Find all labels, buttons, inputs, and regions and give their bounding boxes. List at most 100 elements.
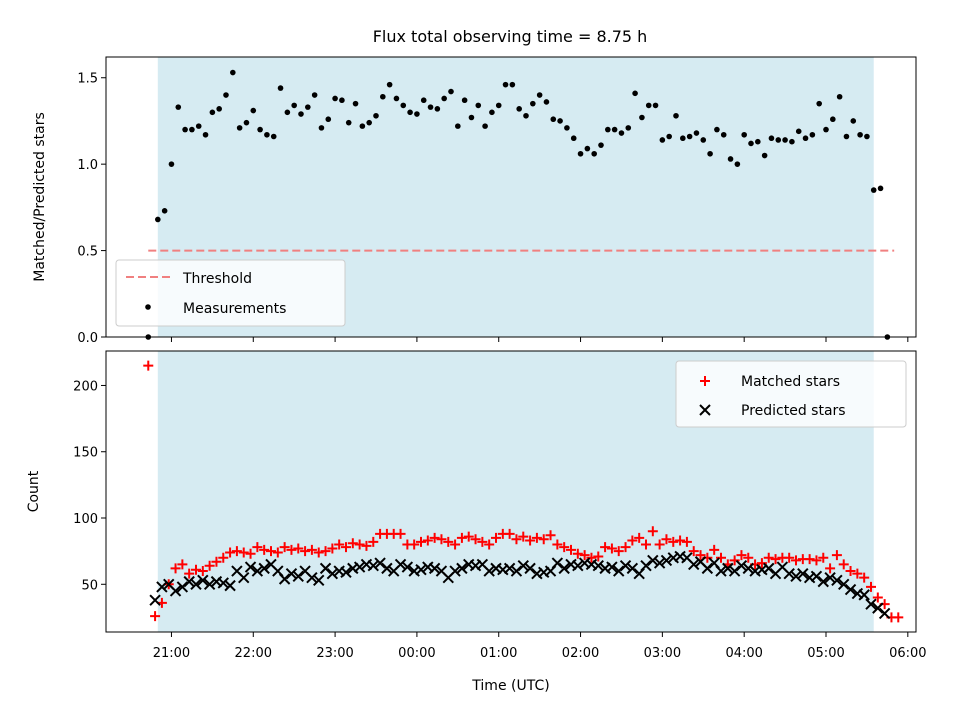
measurement-point: [386, 81, 393, 88]
top-panel: 0.0 0.5 1.0 1.5 Matched/Predicted stars Thres…: [32, 56, 917, 346]
matched-star-point: [368, 536, 379, 547]
predicted-star-point: [653, 557, 666, 569]
measurement-point: [611, 126, 618, 133]
predicted-star-point: [503, 562, 516, 575]
measurement-point: [707, 150, 713, 157]
y-tick-label: 0.5: [77, 245, 98, 260]
matched-star-point: [784, 552, 795, 563]
y-tick-label: 150: [73, 446, 98, 461]
measurement-point: [584, 145, 591, 152]
matched-star-point: [804, 554, 815, 565]
predicted-star-point: [735, 560, 748, 572]
matched-star-point: [211, 556, 222, 567]
predicted-star-point: [217, 577, 229, 589]
measurement-point: [639, 114, 645, 121]
y-axis-label: Matched/Predicted stars: [32, 112, 48, 282]
legend-threshold-label: Threshold: [182, 271, 252, 287]
matched-star-point: [600, 542, 611, 553]
measurement-point: [536, 92, 543, 98]
predicted-star-point: [374, 557, 386, 569]
predicted-star-point: [483, 565, 495, 577]
matched-star-point: [852, 568, 863, 579]
matched-star-point: [872, 592, 883, 603]
measurement-point: [359, 123, 366, 129]
y-tick-label: 1.5: [77, 72, 98, 87]
predicted-star-point: [660, 554, 673, 567]
legend: Matched stars Predicted stars: [675, 360, 907, 428]
matched-star-point: [491, 532, 501, 543]
measurement-point: [414, 111, 420, 117]
measurement-point: [673, 112, 679, 119]
measurement-point: [516, 106, 522, 112]
predicted-star-point: [353, 561, 366, 573]
predicted-star-point: [858, 589, 870, 601]
predicted-star-point: [783, 567, 795, 580]
predicted-star-point: [626, 562, 639, 575]
predicted-star-point: [456, 562, 468, 575]
x-tick-label: 23:00: [316, 646, 353, 661]
matched-star-point: [668, 536, 679, 547]
predicted-star-point: [838, 578, 850, 590]
measurement-point: [645, 102, 652, 109]
x-tick-label: 01:00: [480, 646, 517, 661]
measurement-point: [680, 135, 686, 142]
matched-star-point: [463, 531, 474, 542]
matched-star-point: [218, 552, 229, 563]
matched-star-point: [170, 563, 181, 574]
matched-star-point: [197, 566, 208, 577]
predicted-star-point: [203, 578, 216, 590]
matched-star-point: [409, 539, 420, 550]
predicted-star-point: [640, 560, 652, 572]
predicted-star-point: [313, 574, 325, 587]
matched-star-point: [566, 544, 576, 555]
measurement-point: [734, 161, 741, 167]
matched-star-point: [763, 552, 774, 563]
legend-measurement-swatch: [145, 304, 151, 310]
matched-star-point: [736, 550, 747, 561]
matched-star-point: [511, 534, 522, 545]
measurement-point: [802, 135, 809, 142]
matched-star-point: [191, 564, 201, 575]
measurement-point: [523, 112, 529, 119]
measurement-point: [727, 156, 734, 162]
matched-star-point: [150, 611, 161, 622]
matched-star-point: [681, 536, 692, 547]
matched-star-point: [818, 552, 829, 563]
predicted-star-point: [517, 560, 529, 572]
measurement-point: [823, 126, 829, 133]
matched-star-point: [695, 550, 706, 561]
predicted-star-point: [292, 570, 304, 583]
predicted-star-point: [381, 562, 393, 575]
predicted-star-point: [619, 560, 632, 572]
measurement-point: [700, 137, 707, 143]
measurement-point: [243, 119, 250, 126]
matched-star-point: [756, 558, 767, 569]
legend-box: [115, 259, 346, 327]
predicted-star-point: [340, 566, 352, 579]
measurement-point: [489, 109, 495, 116]
predicted-star-point: [394, 558, 407, 571]
predicted-star-point: [728, 565, 741, 577]
measurement-point: [175, 104, 182, 110]
matched-star-point: [743, 552, 754, 563]
matched-star-point: [313, 547, 324, 558]
matched-star-point: [429, 532, 440, 543]
measurement-point: [652, 102, 659, 109]
predicted-star-point: [810, 570, 823, 583]
matched-star-point: [586, 552, 597, 563]
measurement-point: [591, 150, 597, 157]
matched-star-point: [334, 539, 345, 550]
matched-star-point: [675, 535, 686, 546]
predicted-star-point: [449, 565, 461, 577]
measurement-point: [789, 138, 795, 145]
measurement-point: [795, 128, 802, 135]
measurement-point: [502, 81, 509, 88]
matched-star-point: [245, 548, 256, 559]
matched-star-point: [361, 540, 372, 551]
measurement-point: [380, 93, 386, 100]
measurement-point: [461, 97, 468, 104]
matched-star-point: [436, 534, 447, 545]
measurement-point: [209, 109, 216, 116]
matched-star-point: [293, 543, 304, 554]
measurement-point: [693, 130, 700, 136]
